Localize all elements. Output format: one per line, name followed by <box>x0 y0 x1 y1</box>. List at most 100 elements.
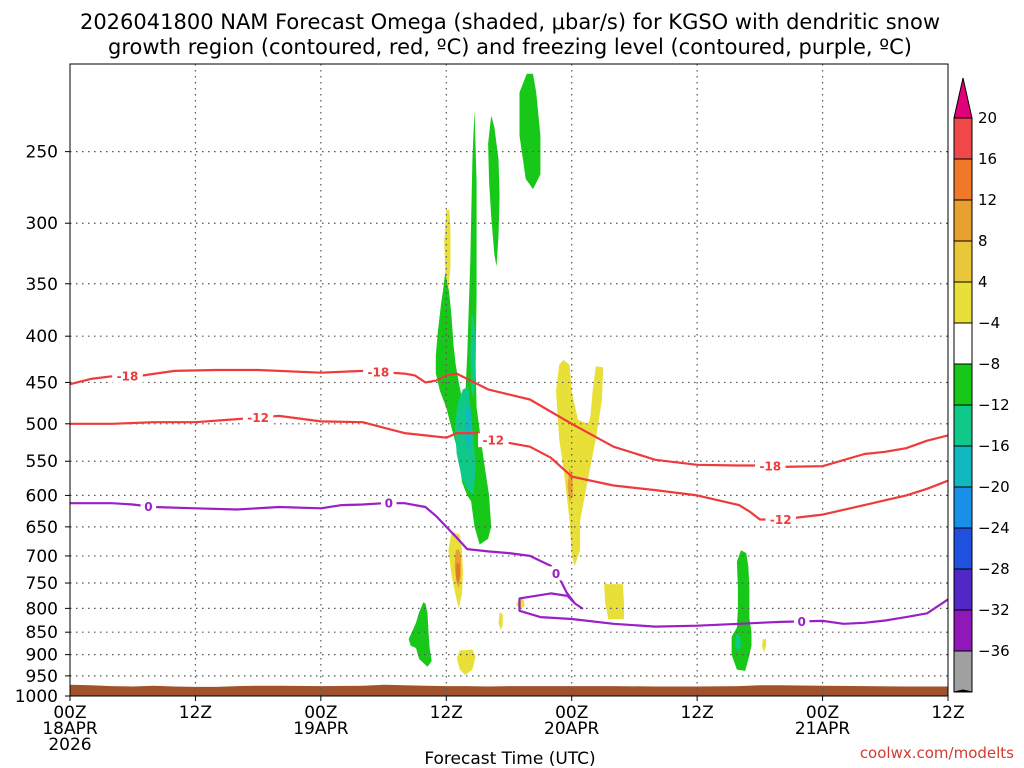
colorbar-swatch-13 <box>953 650 973 693</box>
colorbar: 20 16 12 8 4 −4 −8 −12 −16 −20 −24 −28 −32 −36 <box>953 77 1010 693</box>
colorbar-swatch-5 <box>953 322 973 365</box>
omega-region-downward-4-h <box>761 639 767 653</box>
colorbar-swatch-0 <box>953 117 973 160</box>
plot-area: -18 -18 -18 -12 -12 -12 0 0 0 0 <box>70 64 948 696</box>
contour-label-freezing-level: 0 <box>385 497 393 511</box>
colorbar-swatch-2 <box>953 199 973 242</box>
contour-label-bg <box>242 410 274 425</box>
contour-freezing-level <box>70 502 948 628</box>
colorbar-label: 12 <box>978 191 997 209</box>
omega-region-downward-4-e <box>456 649 476 675</box>
omega-region-downward-4-c <box>556 360 604 566</box>
y-tick-label-800: 800 <box>26 599 58 619</box>
y-tick-label-250: 250 <box>26 143 58 163</box>
colorbar-label: −12 <box>978 396 1010 414</box>
colorbar-label: −4 <box>978 314 1000 332</box>
contour-dgz-minus18 <box>70 368 948 468</box>
y-tick-label-750: 750 <box>26 574 58 594</box>
contour-label-dgz-minus12: -12 <box>247 411 269 425</box>
contour-label-bg <box>793 614 810 629</box>
contour-layer: -18 -18 -18 -12 -12 -12 0 0 0 0 <box>70 364 948 629</box>
colorbar-swatch-10 <box>953 527 973 570</box>
colorbar-swatch-11 <box>953 568 973 611</box>
omega-shading-layer <box>408 73 767 675</box>
contour-label-dgz-minus12: -12 <box>482 434 504 448</box>
contour-label-dgz-minus18: -18 <box>368 365 390 379</box>
colorbar-label: 8 <box>978 232 988 250</box>
x-tick-label-line1: 00Z <box>53 703 86 723</box>
y-tick-label-650: 650 <box>26 518 58 538</box>
y-tick-label-400: 400 <box>26 327 58 347</box>
terrain-layer <box>70 684 948 696</box>
colorbar-swatch-12 <box>953 609 973 652</box>
x-tick-label-line1: 12Z <box>931 703 964 723</box>
omega-region-upward-minus8-c <box>488 115 500 267</box>
colorbar-bottom-arrow <box>953 689 973 693</box>
contour-label-bg <box>478 433 509 448</box>
grid-layer <box>70 64 948 696</box>
contour-label-freezing-level: 0 <box>552 567 560 581</box>
x-tick-label-line1: 12Z <box>179 703 212 723</box>
colorbar-top-arrow <box>953 77 973 119</box>
colorbar-swatch-4 <box>953 281 973 324</box>
omega-region-downward-12 <box>455 562 460 585</box>
contour-dgz-minus12 <box>70 414 948 521</box>
y-tick-label-350: 350 <box>26 275 58 295</box>
x-tick-label-line2: 20APR <box>544 719 600 739</box>
plot-frame <box>69 63 949 697</box>
colorbar-label: −24 <box>978 519 1010 537</box>
x-tick-label-line1: 00Z <box>806 703 839 723</box>
y-tick-label-900: 900 <box>26 646 58 666</box>
colorbar-label: −36 <box>978 642 1010 660</box>
contour-label-freezing-level: 0 <box>797 615 805 629</box>
y-tick-label-300: 300 <box>26 214 58 234</box>
contour-label-dgz-minus18: -18 <box>117 369 139 383</box>
colorbar-label: −20 <box>978 478 1010 496</box>
contour-label-bg <box>765 512 797 527</box>
x-tick-label-line1: 12Z <box>681 703 714 723</box>
x-tick-label-line1: 00Z <box>304 703 337 723</box>
colorbar-swatch-9 <box>953 486 973 529</box>
x-tick-label-line3: 2026 <box>48 735 91 755</box>
colorbar-swatch-3 <box>953 240 973 283</box>
chart-title-line1: 2026041800 NAM Forecast Omega (shaded, μ… <box>80 10 940 34</box>
colorbar-label: −32 <box>978 601 1010 619</box>
y-tick-label-1000: 1000 <box>15 687 58 707</box>
contour-label-bg <box>140 499 157 514</box>
omega-region-downward-4-d <box>604 584 624 619</box>
y-tick-label-850: 850 <box>26 623 58 643</box>
y-tick-label-500: 500 <box>26 415 58 435</box>
contour-label-bg <box>755 459 786 474</box>
credit-link[interactable]: coolwx.com/modelts <box>860 744 1014 762</box>
omega-region-downward-4-f <box>498 612 503 630</box>
colorbar-label: −16 <box>978 437 1010 455</box>
contour-label-dgz-minus18: -18 <box>759 460 781 474</box>
chart-title-line2: growth region (contoured, red, ºC) and f… <box>108 35 912 59</box>
colorbar-swatch-6 <box>953 363 973 406</box>
contour-label-bg <box>112 368 143 383</box>
omega-region-upward-minus8-d <box>519 73 541 190</box>
omega-region-upward-minus8-f <box>731 550 752 671</box>
contour-label-freezing-level: 0 <box>144 500 152 514</box>
y-axis: 250 300 350 400 450 500 550 600 650 700 750 800 850 9… <box>15 143 70 707</box>
x-tick-label-line2: 18APR <box>42 719 98 739</box>
colorbar-swatch-1 <box>953 158 973 201</box>
x-tick-label-line1: 12Z <box>430 703 463 723</box>
x-tick-label-line1: 00Z <box>555 703 588 723</box>
x-tick-label-line2: 21APR <box>795 719 851 739</box>
contour-label-bg <box>363 364 394 379</box>
y-tick-label-550: 550 <box>26 452 58 472</box>
y-tick-label-450: 450 <box>26 373 58 393</box>
x-axis-label: Forecast Time (UTC) <box>424 749 595 768</box>
y-tick-label-700: 700 <box>26 547 58 567</box>
omega-region-upward-minus12-b <box>470 316 476 400</box>
omega-region-upward-minus16 <box>465 403 472 451</box>
omega-region-upward-minus8-e <box>408 602 432 667</box>
colorbar-label: 16 <box>978 150 997 168</box>
contour-label-bg <box>548 566 564 581</box>
colorbar-label: 20 <box>978 109 997 127</box>
y-tick-label-950: 950 <box>26 667 58 687</box>
colorbar-swatch-8 <box>953 445 973 488</box>
